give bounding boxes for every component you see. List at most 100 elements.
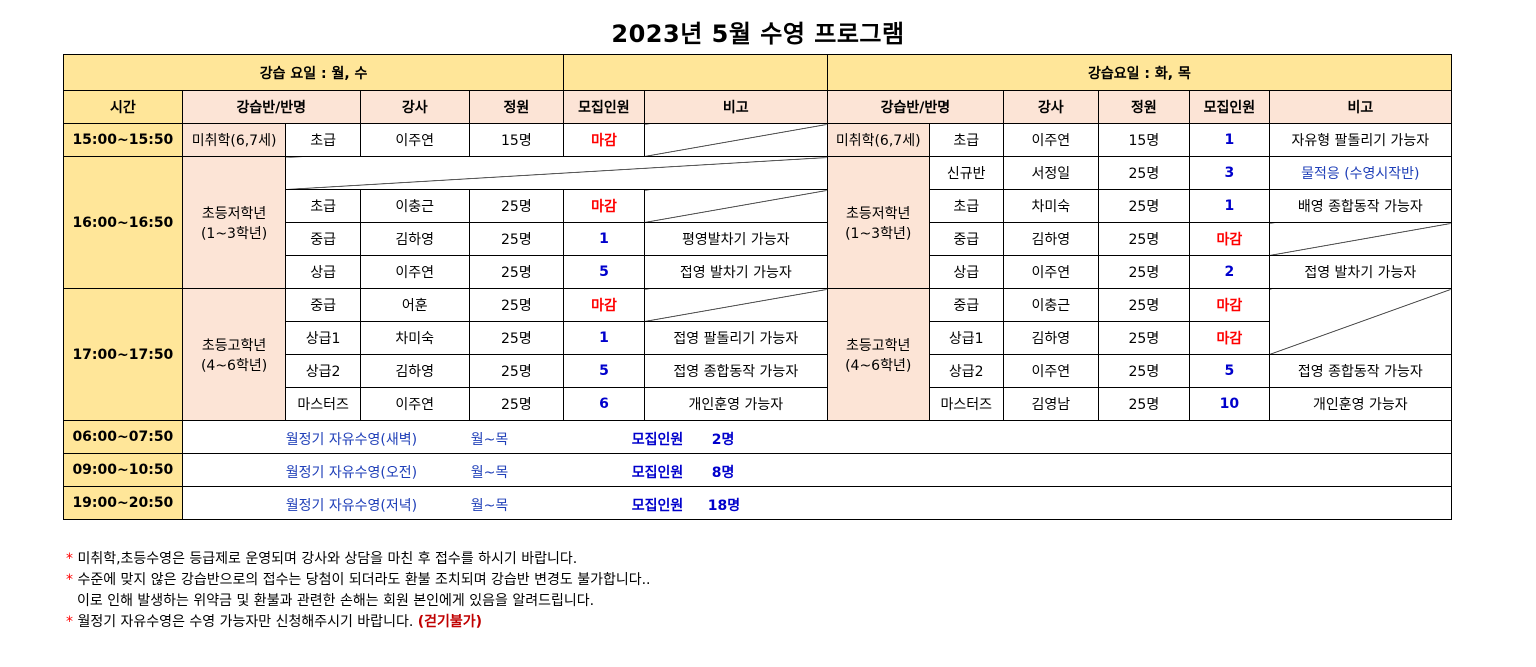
table-row: 15:00~15:50 미취학(6,7세) 초급 이주연 15명 마감 미취학(… (63, 123, 1453, 157)
teacher: 김하영 (1002, 321, 1099, 355)
col-recruit: 모집인원 (1189, 90, 1270, 124)
free-swim-days: 월~목 (470, 498, 509, 514)
quota: 15명 (1097, 123, 1191, 157)
teacher: 서정일 (1002, 156, 1099, 190)
col-teacher: 강사 (359, 90, 470, 124)
teacher: 이주연 (1002, 354, 1099, 388)
note: 접영 팔돌리기 가능자 (643, 321, 828, 355)
teacher: 이충근 (1002, 288, 1099, 322)
note-bullet: * (66, 551, 73, 567)
note-line: * 수준에 맞지 않은 강습반으로의 접수는 당첨이 되더라도 환불 조치되며 … (66, 570, 651, 591)
recruit: 마감 (563, 288, 645, 322)
level: 초급 (928, 123, 1004, 157)
level: 중급 (928, 222, 1004, 256)
free-swim-row: 19:00~20:50 월정기 자유수영(저녁) 월~목 모집인원 18명 (63, 486, 1453, 520)
free-swim-row: 09:00~10:50 월정기 자유수영(오전) 월~목 모집인원 8명 (63, 453, 1453, 487)
note-text: 수준에 맞지 않은 강습반으로의 접수는 당첨이 되더라도 환불 조치되며 강습… (77, 572, 651, 588)
group-name: 초등고학년 (201, 337, 267, 354)
level: 마스터즈 (285, 387, 361, 421)
quota: 25명 (468, 288, 565, 322)
level: 중급 (285, 288, 361, 322)
empty-note (1268, 222, 1453, 256)
recruit: 5 (1189, 354, 1270, 388)
teacher: 김하영 (359, 222, 470, 256)
note: 개인훈영 가능자 (643, 387, 828, 421)
teacher: 어훈 (359, 288, 470, 322)
group-name: 초등저학년 (845, 205, 911, 222)
teacher: 이주연 (359, 387, 470, 421)
note-line: 이로 인해 발생하는 위약금 및 환불과 관련한 손해는 회원 본인에게 있음을… (66, 591, 651, 612)
level: 상급1 (928, 321, 1004, 355)
group-sub: (1~3학년) (200, 225, 268, 242)
teacher: 차미숙 (1002, 189, 1099, 223)
teacher: 김영남 (1002, 387, 1099, 421)
col-recruit: 모집인원 (563, 90, 645, 124)
level: 상급 (285, 255, 361, 289)
note-text: 월정기 자유수영은 수영 가능자만 신청해주시기 바랍니다. (77, 614, 414, 630)
group-cell: 초등고학년 (4~6학년) (826, 288, 930, 421)
group-name: 초등고학년 (845, 337, 911, 354)
col-class: 강습반/반명 (181, 90, 361, 124)
notes: * 미취학,초등수영은 등급제로 운영되며 강사와 상담을 마친 후 접수를 하… (66, 549, 651, 633)
note-line: * 미취학,초등수영은 등급제로 운영되며 강사와 상담을 마친 후 접수를 하… (66, 549, 651, 570)
recruit: 6 (563, 387, 645, 421)
level: 초급 (285, 123, 361, 157)
group-cell: 초등저학년 (1~3학년) (826, 156, 930, 289)
note-bullet: * (66, 572, 73, 588)
time-slot: 09:00~10:50 (63, 453, 183, 487)
col-quota: 정원 (1097, 90, 1191, 124)
empty-note (643, 123, 828, 157)
recruit: 마감 (1189, 321, 1270, 355)
empty-note (643, 288, 828, 322)
blank-header (563, 54, 828, 91)
col-teacher: 강사 (1002, 90, 1099, 124)
level: 초급 (928, 189, 1004, 223)
free-swim-days: 월~목 (470, 465, 509, 481)
col-quota: 정원 (468, 90, 565, 124)
quota: 25명 (468, 222, 565, 256)
table-row: 17:00~17:50 초등고학년 (4~6학년) 중급 어훈 25명 마감 초… (63, 288, 1453, 421)
note: 자유형 팔돌리기 가능자 (1268, 123, 1453, 157)
col-note: 비고 (1268, 90, 1453, 124)
free-swim-count: 2명 (711, 432, 735, 448)
free-swim-days: 월~목 (470, 432, 509, 448)
col-class: 강습반/반명 (826, 90, 1004, 124)
note: 개인훈영 가능자 (1268, 387, 1453, 421)
free-swim-label: 모집인원 (631, 498, 684, 514)
quota: 25명 (468, 354, 565, 388)
recruit: 3 (1189, 156, 1270, 190)
free-swim-count: 18명 (707, 498, 741, 514)
note: 배영 종합동작 가능자 (1268, 189, 1453, 223)
empty-note (643, 189, 828, 223)
quota: 25명 (1097, 255, 1191, 289)
quota: 25명 (1097, 156, 1191, 190)
free-swim-row: 06:00~07:50 월정기 자유수영(새벽) 월~목 모집인원 2명 (63, 420, 1453, 454)
recruit: 1 (563, 321, 645, 355)
free-swim-info: 월정기 자유수영(오전) 월~목 모집인원 8명 (181, 453, 1453, 487)
recruit: 마감 (1189, 288, 1270, 322)
level: 신규반 (928, 156, 1004, 190)
teacher: 이충근 (359, 189, 470, 223)
quota: 25명 (468, 189, 565, 223)
left-day-header: 강습 요일 : 월, 수 (62, 54, 565, 91)
col-note: 비고 (643, 90, 828, 124)
time-slot: 17:00~17:50 (63, 288, 183, 421)
level: 중급 (285, 222, 361, 256)
quota: 25명 (1097, 222, 1191, 256)
note-line: * 월정기 자유수영은 수영 가능자만 신청해주시기 바랍니다. (걷기불가) (66, 612, 651, 633)
teacher: 김하영 (359, 354, 470, 388)
group-sub: (1~3학년) (845, 225, 912, 242)
free-swim-label: 모집인원 (631, 465, 684, 481)
note: 물적응 (수영시작반) (1268, 156, 1453, 190)
level: 상급2 (285, 354, 361, 388)
level: 중급 (928, 288, 1004, 322)
teacher: 이주연 (1002, 123, 1099, 157)
table-row: 상급2 김하영 25명 5 접영 종합동작 가능자 상급2 이주연 25명 5 … (64, 354, 1453, 388)
recruit: 10 (1189, 387, 1270, 421)
recruit: 2 (1189, 255, 1270, 289)
level: 상급1 (285, 321, 361, 355)
schedule-table: 강습 요일 : 월, 수 강습요일 : 화, 목 시간 강습반/반명 강사 정원… (62, 54, 1453, 520)
empty-note (1268, 288, 1453, 355)
time-slot: 06:00~07:50 (63, 420, 183, 454)
group-sub: (4~6학년) (845, 357, 912, 374)
